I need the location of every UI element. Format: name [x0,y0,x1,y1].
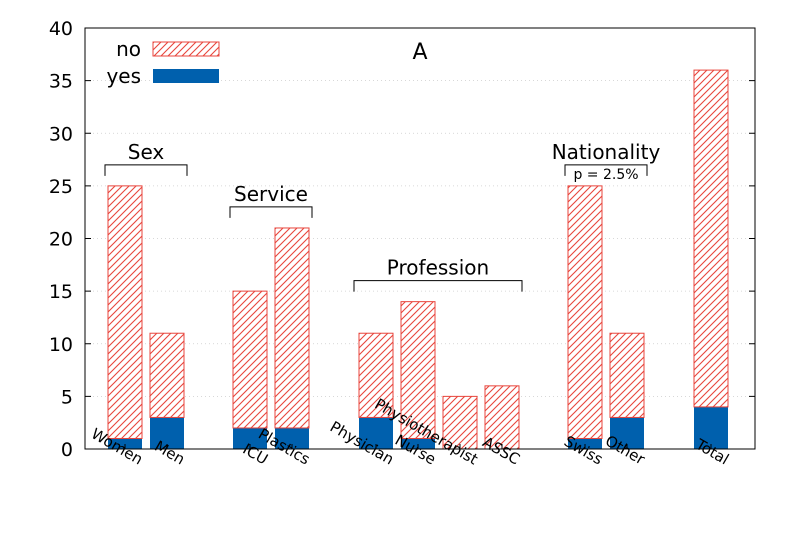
y-tick-label: 30 [49,123,73,145]
bar-no-nurse [400,301,436,439]
bar-yes-swiss [568,438,602,449]
y-tick-label: 15 [49,281,73,303]
group-label-nationality: Nationality [552,140,661,164]
legend-label-no: no [116,37,141,61]
y-tick-label: 40 [49,18,73,40]
y-tick-label: 20 [49,229,73,251]
y-tick-label: 0 [61,439,73,461]
group-label-sex: Sex [128,140,165,164]
bar-yes-plastics [275,427,309,449]
y-tick-label: 5 [61,386,73,408]
bars [107,69,729,450]
y-tick-label: 10 [49,334,73,356]
bar-no-physician [358,332,394,418]
chart-title: A [412,40,427,65]
bar-no-swiss [567,185,603,439]
group-note-nationality: p = 2.5% [573,167,638,183]
bar-yes-women [108,438,142,449]
bar-no-icu [232,290,268,429]
group-label-profession: Profession [387,256,489,280]
y-tick-label: 25 [49,176,73,198]
bracket-nationality [564,164,648,176]
bar-yes-icu [233,427,267,449]
bar-no-plastics [274,227,310,429]
legend-label-yes: yes [106,64,141,88]
bracket-sex [104,164,188,176]
bar-no-other [609,332,645,418]
bar-yes-physician [359,417,393,449]
bar-no-men [149,332,185,418]
bracket-service [229,206,313,218]
y-axis: 0 5 10 15 20 25 30 35 40 [49,18,755,461]
bar-yes-nurse [401,438,435,449]
legend-swatch-yes [153,69,219,83]
bar-no-women [107,185,143,439]
bar-yes-total [694,406,728,449]
bar-yes-other [610,417,644,449]
bar-no-total [693,69,729,408]
legend: no yes [106,37,220,88]
bar-yes-men [150,417,184,449]
group-brackets: Sex Service Profession Nationality p = 2.5% [104,140,661,292]
bracket-profession [353,280,523,292]
y-tick-label: 35 [49,71,73,93]
bar-no-physiotherapist [442,395,478,450]
legend-swatch-no [152,41,220,57]
group-label-service: Service [234,182,308,206]
